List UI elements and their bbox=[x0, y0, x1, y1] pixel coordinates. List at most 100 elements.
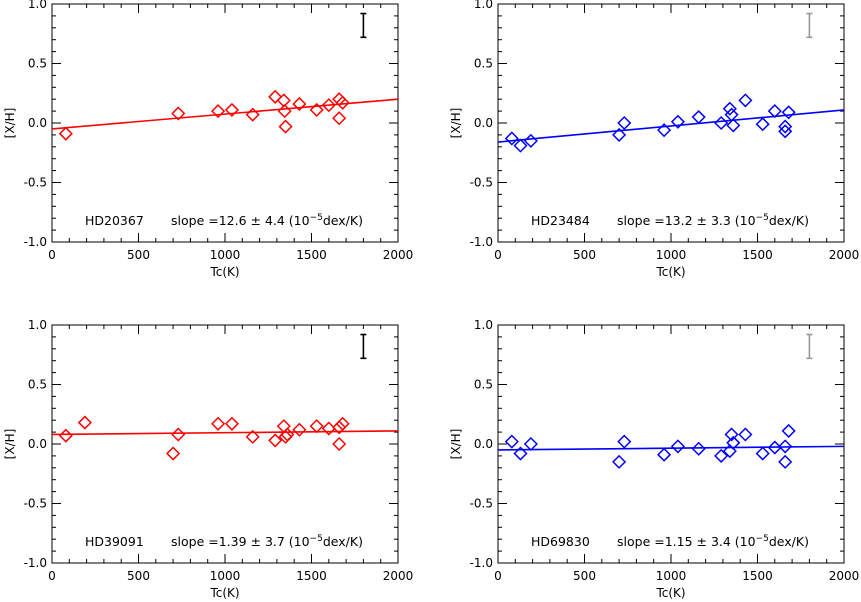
y-tick-label: 0.0 bbox=[28, 437, 47, 451]
fit-line bbox=[51, 98, 399, 130]
x-tick-label: 1500 bbox=[742, 248, 773, 262]
data-point bbox=[268, 433, 283, 448]
fit-line bbox=[51, 430, 399, 436]
y-tick-label: 0.5 bbox=[28, 378, 47, 392]
data-point bbox=[277, 104, 292, 119]
x-tick-label: 500 bbox=[127, 248, 150, 262]
x-axis-label: Tc(K) bbox=[209, 265, 239, 279]
plot-frame bbox=[497, 3, 845, 243]
y-tick-label: 0.5 bbox=[28, 57, 47, 71]
y-tick-label: -0.5 bbox=[470, 497, 493, 511]
y-axis-label: [X/H] bbox=[449, 429, 463, 460]
slope-text: slope =13.2 ± 3.3 (10 bbox=[617, 213, 756, 228]
y-tick-label: 0.5 bbox=[474, 57, 493, 71]
data-point bbox=[617, 115, 632, 131]
data-point bbox=[657, 123, 672, 138]
y-tick-label: 1.0 bbox=[28, 318, 47, 332]
data-point bbox=[245, 107, 260, 122]
data-point bbox=[309, 419, 324, 434]
data-point bbox=[691, 441, 706, 456]
y-tick-label: 0.0 bbox=[474, 437, 493, 451]
data-point bbox=[670, 114, 685, 129]
x-tick-label: 0 bbox=[48, 569, 56, 583]
plot-frame bbox=[497, 324, 845, 564]
data-point bbox=[778, 439, 793, 454]
slope-unit-tail: dex/K) bbox=[323, 213, 363, 228]
data-point bbox=[724, 427, 739, 442]
data-point bbox=[523, 133, 538, 148]
y-tick-label: 0.0 bbox=[28, 116, 47, 130]
data-point bbox=[523, 436, 538, 452]
slope-text: slope =1.39 ± 3.7 (10 bbox=[171, 534, 310, 549]
slope-annotation: slope =1.15 ± 3.4 (10−5dex/K) bbox=[617, 534, 809, 549]
x-tick-label: 500 bbox=[127, 569, 150, 583]
y-tick-label: 0.0 bbox=[474, 116, 493, 130]
slope-unit-tail: dex/K) bbox=[323, 534, 363, 549]
star-name: HD39091 bbox=[85, 534, 144, 549]
data-point bbox=[755, 117, 770, 132]
x-tick-label: 1500 bbox=[742, 569, 773, 583]
fit-line bbox=[497, 445, 845, 451]
data-point bbox=[755, 446, 770, 461]
data-point bbox=[612, 127, 627, 142]
data-point bbox=[781, 105, 796, 120]
data-point bbox=[738, 427, 753, 442]
data-point bbox=[722, 101, 737, 116]
data-point bbox=[280, 427, 295, 442]
slope-annotation: slope =1.39 ± 3.7 (10−5dex/K) bbox=[171, 534, 363, 549]
x-tick-label: 2000 bbox=[829, 569, 860, 583]
x-tick-label: 2000 bbox=[383, 569, 414, 583]
slope-annotation: slope =12.6 ± 4.4 (10−5dex/K) bbox=[171, 213, 363, 228]
slope-text: slope =12.6 ± 4.4 (10 bbox=[171, 213, 310, 228]
data-point bbox=[767, 440, 782, 455]
y-axis-label: [X/H] bbox=[449, 108, 463, 139]
y-tick-label: -0.5 bbox=[24, 176, 47, 190]
data-point bbox=[309, 102, 324, 117]
data-point bbox=[58, 126, 73, 141]
data-point bbox=[513, 138, 528, 153]
x-tick-label: 0 bbox=[494, 569, 502, 583]
data-point bbox=[77, 415, 92, 430]
data-point bbox=[332, 436, 347, 452]
data-point bbox=[513, 446, 528, 461]
plot-frame bbox=[51, 3, 399, 243]
data-point bbox=[335, 416, 350, 431]
y-tick-label: -0.5 bbox=[24, 497, 47, 511]
data-point bbox=[670, 439, 685, 454]
data-point bbox=[726, 118, 741, 133]
data-point bbox=[171, 106, 186, 121]
data-point bbox=[332, 111, 347, 126]
x-tick-label: 500 bbox=[573, 248, 596, 262]
slope-unit-tail: dex/K) bbox=[769, 534, 809, 549]
y-tick-label: -1.0 bbox=[470, 556, 493, 570]
panel-hd20367: 0 500 1000 1500 2000 -1.0 -0.5 0.0 0.5 1.0 Tc(K) [X… bbox=[3, 0, 413, 279]
slope-unit-exponent: −5 bbox=[310, 213, 323, 223]
y-tick-label: 0.5 bbox=[474, 378, 493, 392]
panel-hd23484: 0 500 1000 1500 2000 -1.0 -0.5 0.0 0.5 1.0 Tc(K) [X… bbox=[449, 0, 859, 279]
y-tick-label: -0.5 bbox=[470, 176, 493, 190]
data-point bbox=[738, 93, 753, 108]
data-point bbox=[171, 427, 186, 442]
star-name: HD69830 bbox=[531, 534, 590, 549]
data-point bbox=[276, 419, 291, 434]
data-point bbox=[321, 98, 336, 113]
panel-hd69830: 0 500 1000 1500 2000 -1.0 -0.5 0.0 0.5 1.0 Tc(K) [X… bbox=[449, 318, 859, 600]
slope-unit-exponent: −5 bbox=[310, 534, 323, 544]
data-point bbox=[781, 423, 796, 438]
data-point bbox=[778, 119, 793, 134]
data-point bbox=[714, 448, 729, 463]
panel-hd39091: 0 500 1000 1500 2000 -1.0 -0.5 0.0 0.5 1.0 Tc(K) [X… bbox=[3, 318, 413, 600]
x-tick-label: 1500 bbox=[296, 248, 327, 262]
star-name: HD20367 bbox=[85, 213, 144, 228]
y-tick-label: 1.0 bbox=[28, 0, 47, 11]
y-axis-label: [X/H] bbox=[3, 429, 17, 460]
slope-text: slope =1.15 ± 3.4 (10 bbox=[617, 534, 756, 549]
x-tick-label: 2000 bbox=[829, 248, 860, 262]
data-point bbox=[778, 124, 793, 139]
x-tick-label: 500 bbox=[573, 569, 596, 583]
y-tick-label: 1.0 bbox=[474, 0, 493, 11]
slope-unit-tail: dex/K) bbox=[769, 213, 809, 228]
x-tick-label: 1500 bbox=[296, 569, 327, 583]
data-point bbox=[292, 422, 307, 437]
